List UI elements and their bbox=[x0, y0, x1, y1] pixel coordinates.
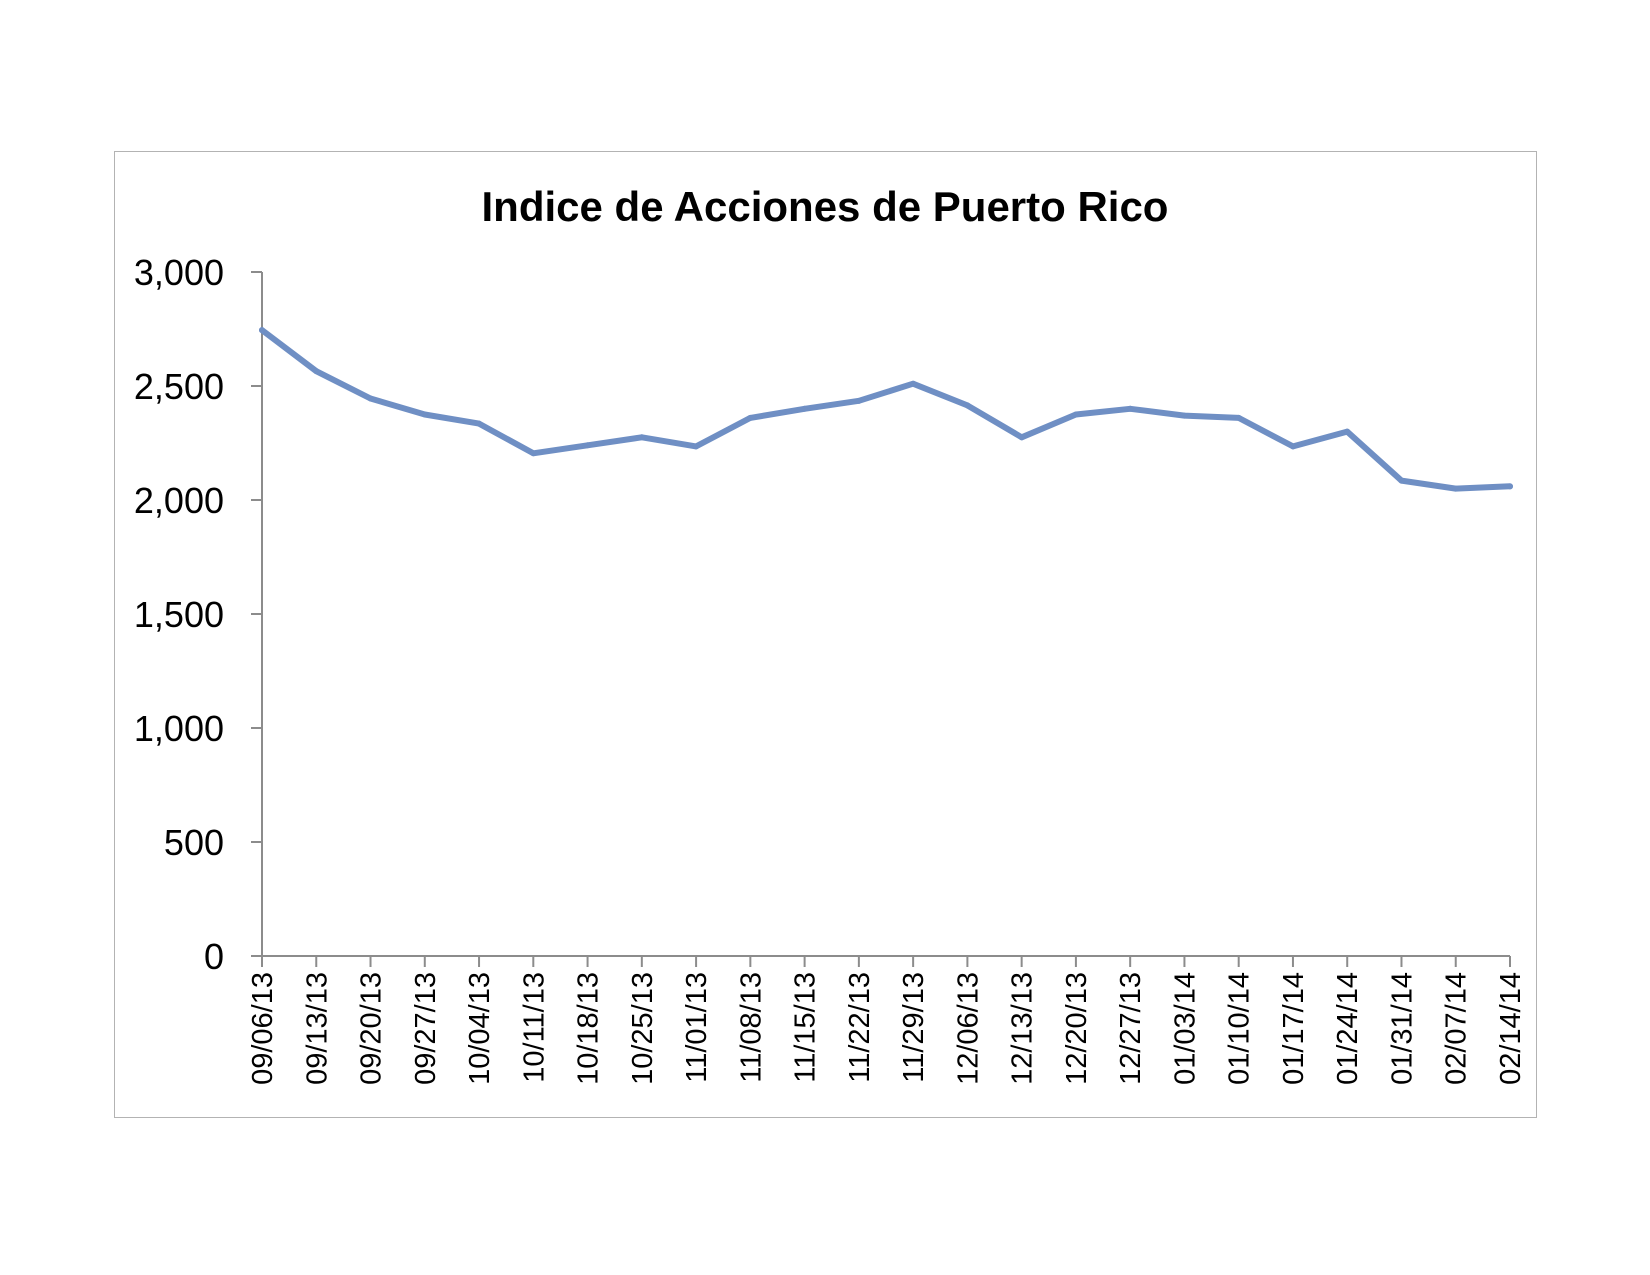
x-tick-label: 10/18/13 bbox=[573, 972, 605, 1085]
data-point bbox=[638, 434, 645, 441]
x-tick-label: 12/06/13 bbox=[952, 972, 984, 1085]
x-tick-label: 01/17/14 bbox=[1278, 972, 1310, 1085]
data-point bbox=[1181, 412, 1188, 419]
y-tick-label: 2,500 bbox=[134, 366, 224, 407]
x-tick-label: 12/20/13 bbox=[1061, 972, 1093, 1085]
series-line bbox=[259, 327, 1513, 492]
x-tick-label: 11/15/13 bbox=[790, 972, 822, 1083]
data-point bbox=[530, 450, 537, 457]
y-tick-label: 1,000 bbox=[134, 708, 224, 749]
data-point bbox=[1507, 483, 1513, 490]
data-point bbox=[1289, 443, 1296, 450]
data-point bbox=[259, 327, 265, 334]
data-point bbox=[1127, 405, 1134, 412]
x-tick-label: 12/13/13 bbox=[1007, 972, 1039, 1085]
data-point bbox=[855, 397, 862, 404]
data-point bbox=[584, 442, 591, 449]
data-point bbox=[964, 402, 971, 409]
data-point bbox=[1398, 477, 1405, 484]
x-axis: 09/06/13 09/13/13 09/20/13 09/27/13 10/04/13… bbox=[247, 955, 1527, 1085]
x-tick-label: 11/22/13 bbox=[844, 972, 876, 1083]
data-point bbox=[1452, 485, 1459, 492]
y-tick-label: 3,000 bbox=[134, 252, 224, 293]
data-point bbox=[476, 420, 483, 427]
x-tick-label: 01/10/14 bbox=[1224, 972, 1256, 1085]
data-point bbox=[910, 380, 917, 387]
x-tick-label: 09/06/13 bbox=[247, 972, 279, 1085]
y-tick-label: 1,500 bbox=[134, 594, 224, 635]
x-tick-label: 09/27/13 bbox=[410, 972, 442, 1085]
data-point bbox=[1344, 428, 1351, 435]
data-point bbox=[747, 414, 754, 421]
x-tick-label: 02/07/14 bbox=[1441, 972, 1473, 1085]
data-point bbox=[801, 405, 808, 412]
data-point bbox=[1235, 414, 1242, 421]
data-point bbox=[367, 395, 374, 402]
x-tick-label: 12/27/13 bbox=[1115, 972, 1147, 1085]
x-tick-label: 10/04/13 bbox=[464, 972, 496, 1085]
x-tick-label: 11/29/13 bbox=[898, 972, 930, 1083]
data-point bbox=[421, 411, 428, 418]
x-tick-label: 11/08/13 bbox=[735, 972, 767, 1083]
data-point bbox=[1018, 434, 1025, 441]
x-tick-label: 10/25/13 bbox=[627, 972, 659, 1085]
x-tick-label: 11/01/13 bbox=[681, 972, 713, 1083]
chart-title: Indice de Acciones de Puerto Rico bbox=[482, 183, 1169, 230]
x-tick-label: 09/13/13 bbox=[301, 972, 333, 1085]
x-tick-label: 02/14/14 bbox=[1495, 972, 1527, 1085]
x-tick-label: 01/31/14 bbox=[1386, 972, 1418, 1085]
data-point bbox=[693, 443, 700, 450]
y-tick-label: 500 bbox=[164, 822, 224, 863]
data-point bbox=[1072, 411, 1079, 418]
x-tick-label: 01/24/14 bbox=[1332, 972, 1364, 1085]
x-tick-label: 01/03/14 bbox=[1169, 972, 1201, 1085]
x-tick-label: 09/20/13 bbox=[356, 972, 388, 1085]
x-tick-label: 10/11/13 bbox=[518, 972, 550, 1083]
data-point bbox=[313, 368, 320, 375]
y-axis: 0 500 1,000 1,500 2,000 2,500 3,000 bbox=[134, 252, 263, 977]
series-layer bbox=[259, 327, 1513, 492]
y-tick-label: 2,000 bbox=[134, 480, 224, 521]
y-tick-label: 0 bbox=[204, 936, 224, 977]
